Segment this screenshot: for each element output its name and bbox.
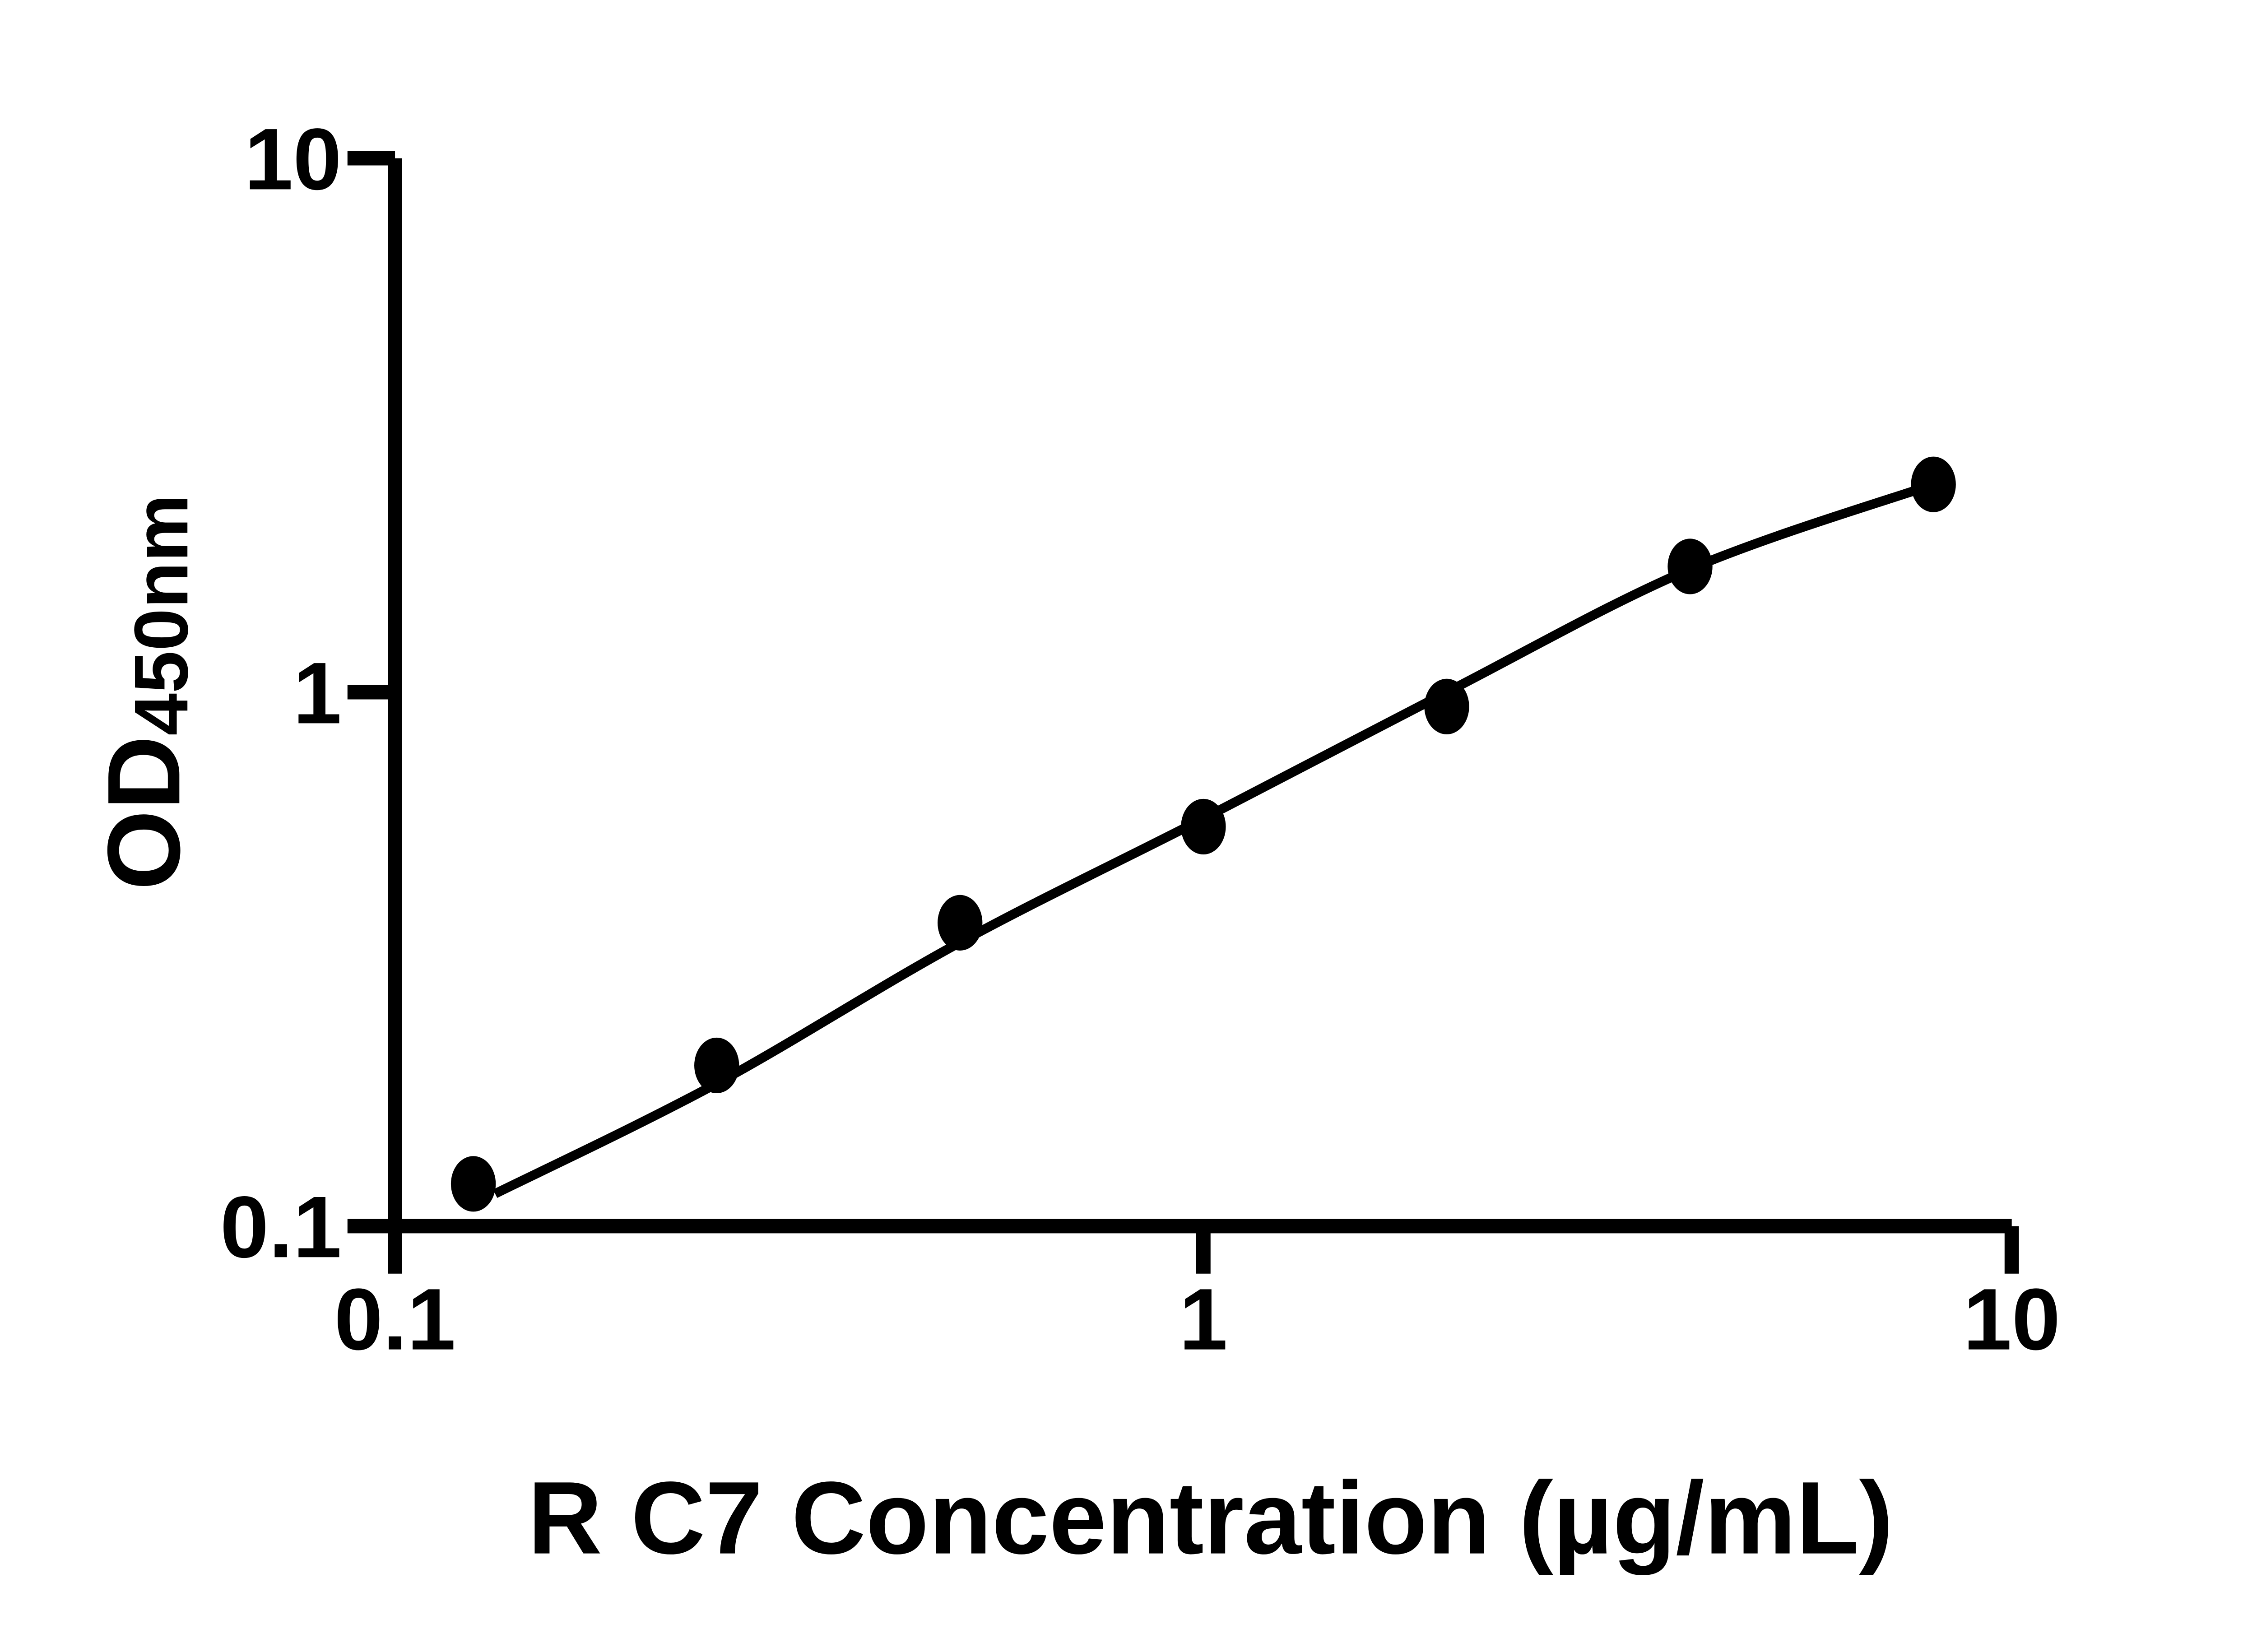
data-point-0.125: [450, 1156, 496, 1212]
y-tick-label-10: 10: [244, 111, 341, 208]
data-point-8: [1911, 456, 1956, 512]
x-axis-title: R C7 Concentration (µg/mL): [528, 1461, 1893, 1576]
x-tick-label-10: 10: [1963, 1271, 2060, 1369]
data-point-1: [1181, 798, 1226, 855]
y-axis-title: OD450nm: [86, 494, 204, 891]
y-axis-ticks: [347, 151, 395, 1234]
data-point-0.25: [694, 1037, 739, 1094]
data-point-0.5: [938, 895, 983, 951]
x-axis-ticks: [388, 1226, 2019, 1274]
x-axis-tick-labels: 0.1 1 10: [334, 1271, 2060, 1369]
x-tick-label-1: 1: [1179, 1271, 1228, 1369]
data-point-2: [1424, 678, 1469, 734]
y-axis-title-subscript: 450nm: [118, 494, 204, 736]
axis-spines: [388, 158, 2012, 1234]
y-axis-tick-labels: 0.1 1 10: [220, 111, 342, 1276]
y-axis-title-main: OD: [86, 736, 201, 891]
y-tick-label-1: 1: [293, 645, 342, 742]
series-data-points: [450, 456, 1956, 1212]
y-tick-label-0.1: 0.1: [220, 1179, 342, 1276]
data-point-4: [1667, 538, 1713, 594]
x-tick-label-0.1: 0.1: [334, 1271, 455, 1369]
